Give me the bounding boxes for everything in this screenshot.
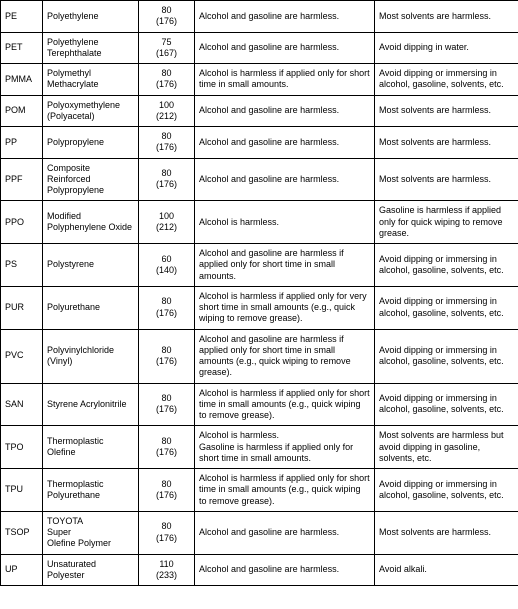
material-note-1: Alcohol is harmless if applied only for … <box>195 64 375 96</box>
table-row: PETPolyethylene Terephthalate75(167)Alco… <box>1 32 518 64</box>
material-temp: 80(176) <box>139 127 195 159</box>
material-note-2: Avoid dipping or immersing in alcohol, g… <box>375 244 518 287</box>
material-name: Polyethylene <box>43 1 139 33</box>
material-note-2: Avoid dipping or immersing in alcohol, g… <box>375 469 518 512</box>
material-note-1: Alcohol and gasoline are harmless. <box>195 158 375 201</box>
material-code: UP <box>1 554 43 586</box>
material-note-1: Alcohol is harmless if applied only for … <box>195 469 375 512</box>
table-row: PURPolyurethane80(176)Alcohol is harmles… <box>1 286 518 329</box>
material-code: PPO <box>1 201 43 244</box>
material-name: Styrene Acrylonitrile <box>43 383 139 426</box>
material-name: TOYOTASuperOlefine Polymer <box>43 511 139 554</box>
table-row: PPOModified Polyphenylene Oxide100(212)A… <box>1 201 518 244</box>
material-note-1: Alcohol and gasoline are harmless. <box>195 95 375 127</box>
table-row: TPOThermoplastic Olefine80(176)Alcohol i… <box>1 426 518 469</box>
material-note-2: Gasoline is harmless if applied only for… <box>375 201 518 244</box>
material-code: PPF <box>1 158 43 201</box>
table-row: TSOPTOYOTASuperOlefine Polymer80(176)Alc… <box>1 511 518 554</box>
material-note-1: Alcohol and gasoline are harmless. <box>195 511 375 554</box>
material-code: SAN <box>1 383 43 426</box>
material-temp: 80(176) <box>139 426 195 469</box>
material-code: PET <box>1 32 43 64</box>
table-row: PMMAPolymethyl Methacrylate80(176)Alcoho… <box>1 64 518 96</box>
material-name: Polystyrene <box>43 244 139 287</box>
material-name: Polyvinylchloride (Vinyl) <box>43 329 139 383</box>
materials-table: PEPolyethylene80(176)Alcohol and gasolin… <box>0 0 518 586</box>
material-name: Polyurethane <box>43 286 139 329</box>
material-note-2: Most solvents are harmless. <box>375 1 518 33</box>
material-note-1: Alcohol is harmless. <box>195 201 375 244</box>
material-code: PP <box>1 127 43 159</box>
material-note-2: Most solvents are harmless. <box>375 158 518 201</box>
table-row: PEPolyethylene80(176)Alcohol and gasolin… <box>1 1 518 33</box>
table-row: PPPolypropylene80(176)Alcohol and gasoli… <box>1 127 518 159</box>
table-row: SANStyrene Acrylonitrile80(176)Alcohol i… <box>1 383 518 426</box>
material-code: PVC <box>1 329 43 383</box>
material-note-1: Alcohol is harmless if applied only for … <box>195 286 375 329</box>
material-note-1: Alcohol and gasoline are harmless. <box>195 554 375 586</box>
material-note-2: Most solvents are harmless. <box>375 511 518 554</box>
material-temp: 60(140) <box>139 244 195 287</box>
material-temp: 110(233) <box>139 554 195 586</box>
material-note-2: Avoid alkali. <box>375 554 518 586</box>
table-row: POMPolyoxymethylene (Polyacetal)100(212)… <box>1 95 518 127</box>
material-note-2: Avoid dipping or immersing in alcohol, g… <box>375 383 518 426</box>
material-name: Thermoplastic Polyurethane <box>43 469 139 512</box>
material-code: TPO <box>1 426 43 469</box>
material-name: Polyoxymethylene (Polyacetal) <box>43 95 139 127</box>
material-temp: 100(212) <box>139 95 195 127</box>
material-code: PE <box>1 1 43 33</box>
material-note-2: Most solvents are harmless. <box>375 127 518 159</box>
material-temp: 75(167) <box>139 32 195 64</box>
material-temp: 80(176) <box>139 511 195 554</box>
material-code: PS <box>1 244 43 287</box>
material-code: TSOP <box>1 511 43 554</box>
table-row: UPUnsaturated Polyester110(233)Alcohol a… <box>1 554 518 586</box>
table-row: PSPolystyrene60(140)Alcohol and gasoline… <box>1 244 518 287</box>
materials-tbody: PEPolyethylene80(176)Alcohol and gasolin… <box>1 1 518 586</box>
material-note-2: Most solvents are harmless but avoid dip… <box>375 426 518 469</box>
material-temp: 80(176) <box>139 469 195 512</box>
material-name: Thermoplastic Olefine <box>43 426 139 469</box>
material-temp: 80(176) <box>139 286 195 329</box>
material-code: PUR <box>1 286 43 329</box>
material-name: Polymethyl Methacrylate <box>43 64 139 96</box>
material-name: Composite Reinforced Polypropylene <box>43 158 139 201</box>
material-name: Polypropylene <box>43 127 139 159</box>
table-row: PPFComposite Reinforced Polypropylene80(… <box>1 158 518 201</box>
material-note-2: Avoid dipping in water. <box>375 32 518 64</box>
material-name: Unsaturated Polyester <box>43 554 139 586</box>
material-temp: 100(212) <box>139 201 195 244</box>
material-name: Modified Polyphenylene Oxide <box>43 201 139 244</box>
material-note-2: Most solvents are harmless. <box>375 95 518 127</box>
material-note-1: Alcohol and gasoline are harmless. <box>195 32 375 64</box>
material-note-1: Alcohol and gasoline are harmless. <box>195 127 375 159</box>
material-note-2: Avoid dipping or immersing in alcohol, g… <box>375 286 518 329</box>
material-code: TPU <box>1 469 43 512</box>
material-note-1: Alcohol is harmless if applied only for … <box>195 383 375 426</box>
material-note-1: Alcohol and gasoline are harmless if app… <box>195 244 375 287</box>
material-name: Polyethylene Terephthalate <box>43 32 139 64</box>
table-row: TPUThermoplastic Polyurethane80(176)Alco… <box>1 469 518 512</box>
material-temp: 80(176) <box>139 158 195 201</box>
material-note-1: Alcohol and gasoline are harmless if app… <box>195 329 375 383</box>
material-temp: 80(176) <box>139 1 195 33</box>
material-temp: 80(176) <box>139 329 195 383</box>
material-temp: 80(176) <box>139 383 195 426</box>
material-note-2: Avoid dipping or immersing in alcohol, g… <box>375 329 518 383</box>
table-row: PVCPolyvinylchloride (Vinyl)80(176)Alcoh… <box>1 329 518 383</box>
material-note-1: Alcohol and gasoline are harmless. <box>195 1 375 33</box>
material-temp: 80(176) <box>139 64 195 96</box>
material-code: PMMA <box>1 64 43 96</box>
material-note-2: Avoid dipping or immersing in alcohol, g… <box>375 64 518 96</box>
material-note-1: Alcohol is harmless.Gasoline is harmless… <box>195 426 375 469</box>
material-code: POM <box>1 95 43 127</box>
